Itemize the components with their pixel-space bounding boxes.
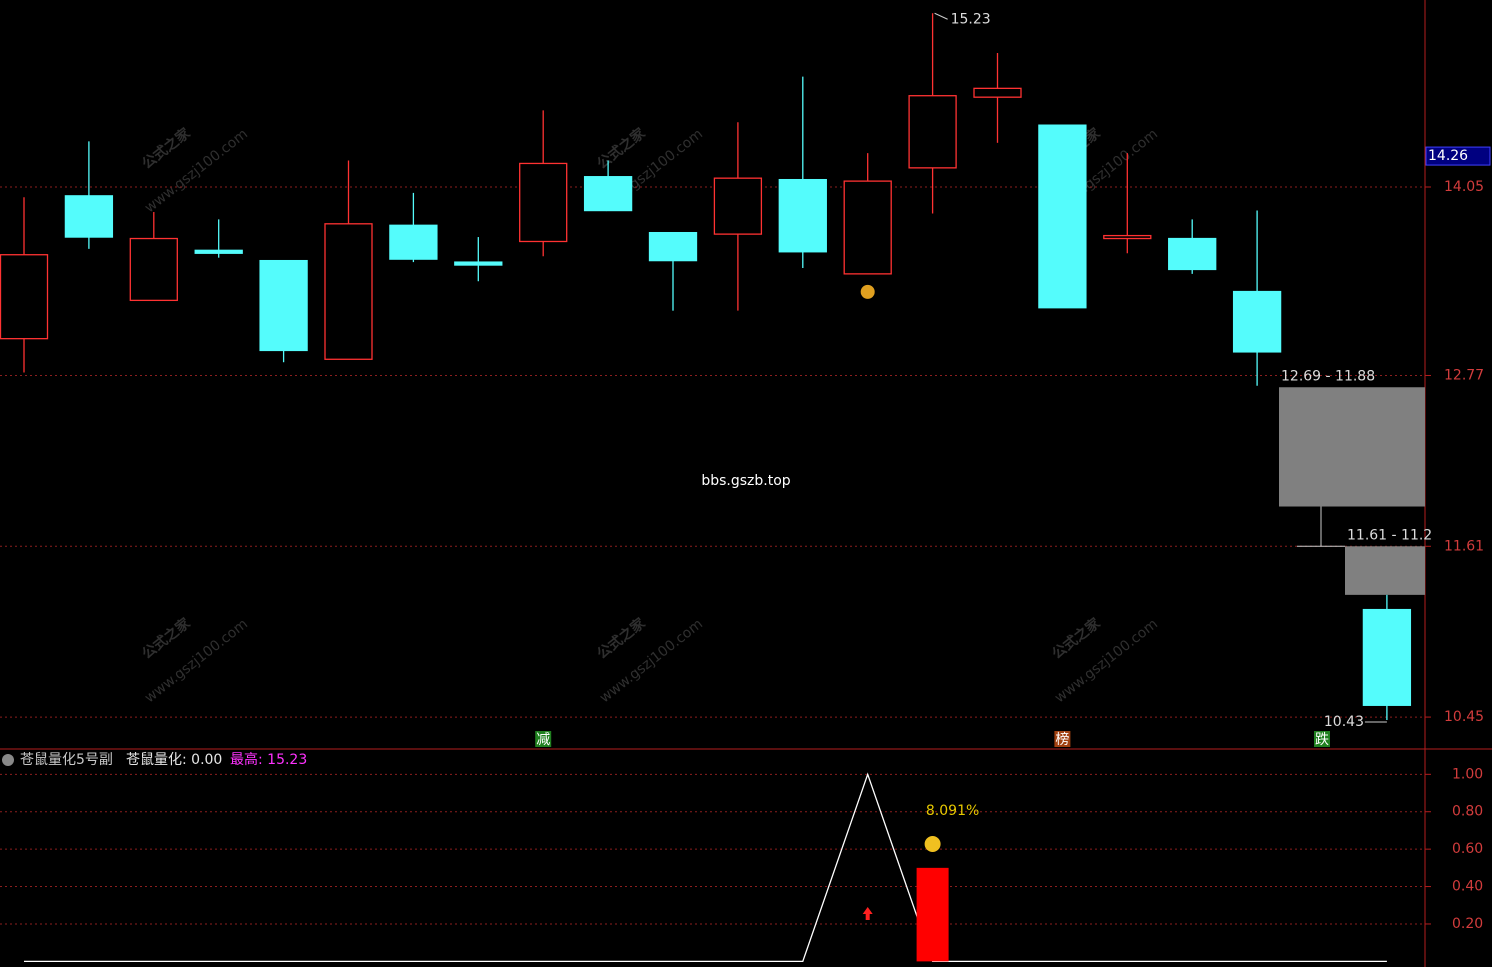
signal-box [1054, 731, 1071, 747]
panel-title: 苍鼠量化5号副 [20, 752, 113, 768]
candle-body [519, 162, 568, 243]
y-tick-label: 0.80 [1452, 804, 1483, 820]
signal-box [535, 731, 552, 747]
candle-body [259, 259, 308, 352]
indicator-bar [916, 867, 949, 962]
candle-body [389, 224, 438, 260]
y-tick-label: 14.05 [1444, 179, 1484, 195]
price-zone [1345, 546, 1425, 595]
y-tick-label: 10.45 [1444, 709, 1484, 725]
candle-body [64, 195, 114, 238]
y-tick-label: 1.00 [1452, 766, 1483, 782]
price-zone [1279, 387, 1425, 507]
candle-body [843, 180, 892, 275]
candle-body [583, 176, 633, 212]
candle-body [908, 95, 957, 169]
high-readout: 最高: 15.23 [230, 751, 307, 768]
y-tick-label: 0.20 [1452, 916, 1483, 932]
smiley [924, 836, 941, 852]
candle-body [973, 87, 1022, 98]
y-tick-label: 0.40 [1452, 879, 1483, 895]
panel-icon[interactable] [2, 754, 14, 766]
candle-body [1103, 234, 1152, 240]
zone-label: 11.61 - 11.2 [1347, 527, 1432, 543]
readout: 苍鼠量化: 0.00 [126, 752, 222, 768]
y-tick-label: 11.61 [1444, 538, 1484, 554]
money-icon [860, 284, 875, 299]
candle-body [454, 261, 503, 266]
zone-label: 12.69 - 11.88 [1281, 368, 1375, 384]
candle-body [1362, 608, 1412, 706]
candle-body [648, 231, 698, 262]
indicator-line [24, 772, 1387, 963]
candle-body [129, 237, 178, 302]
candle-body [778, 178, 827, 253]
last-price-label: 14.26 [1428, 148, 1468, 164]
candle-body [713, 177, 763, 235]
high-pointer [934, 12, 948, 20]
candle-body [1232, 290, 1282, 353]
y-tick-label: 12.77 [1444, 367, 1484, 383]
bar-annotation: 8.091% [926, 803, 979, 819]
candle-body [324, 223, 373, 360]
last-price-box [1425, 146, 1491, 166]
low-label: 10.43 [1324, 714, 1364, 730]
signal-label: 跌 [1315, 732, 1329, 748]
signal-label: 榜 [1055, 731, 1069, 748]
candle-body [0, 254, 49, 340]
candle-body [1168, 237, 1217, 271]
y-tick-label: 0.60 [1452, 841, 1483, 857]
candle-body [194, 249, 243, 254]
signal-label: 减 [536, 732, 550, 748]
high-label: 15.23 [951, 11, 991, 27]
center-watermark: bbs.gszb.top [701, 473, 790, 489]
candle-body [1038, 124, 1087, 309]
arrow-icon [862, 907, 873, 920]
signal-box [1314, 731, 1330, 747]
